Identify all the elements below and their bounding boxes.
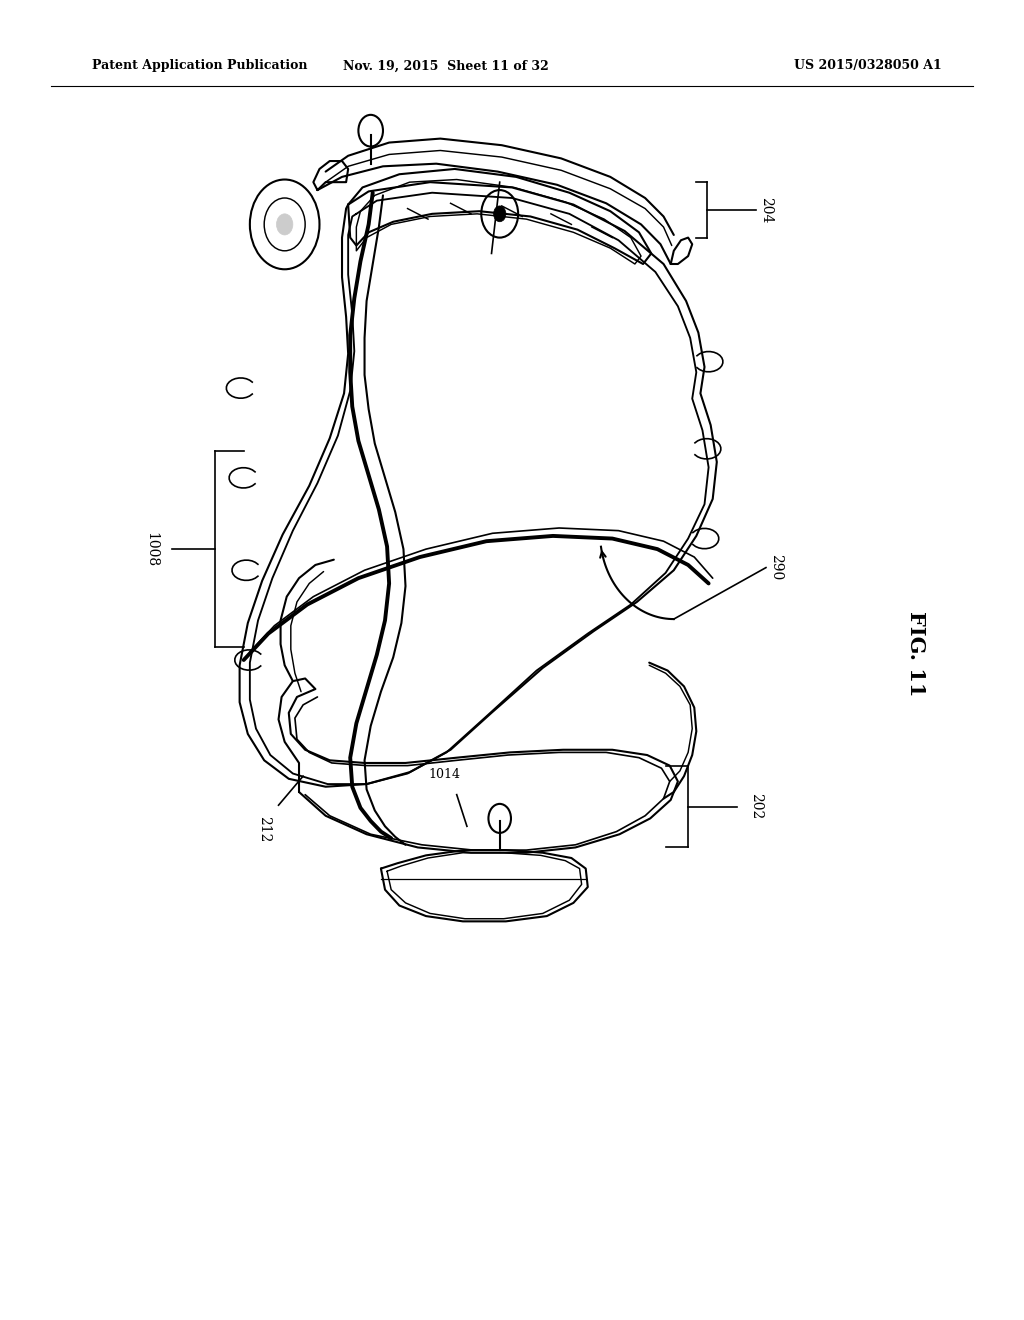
Text: FIG. 11: FIG. 11 xyxy=(906,611,927,696)
Circle shape xyxy=(494,206,506,222)
Text: 204: 204 xyxy=(759,197,773,223)
Circle shape xyxy=(276,214,293,235)
Text: US 2015/0328050 A1: US 2015/0328050 A1 xyxy=(795,59,942,73)
Text: 290: 290 xyxy=(769,554,783,581)
Text: 1014: 1014 xyxy=(428,768,461,781)
Text: Nov. 19, 2015  Sheet 11 of 32: Nov. 19, 2015 Sheet 11 of 32 xyxy=(343,59,548,73)
Text: 1008: 1008 xyxy=(144,532,159,566)
Text: Patent Application Publication: Patent Application Publication xyxy=(92,59,307,73)
Text: 212: 212 xyxy=(257,816,271,842)
Text: 202: 202 xyxy=(749,793,763,820)
